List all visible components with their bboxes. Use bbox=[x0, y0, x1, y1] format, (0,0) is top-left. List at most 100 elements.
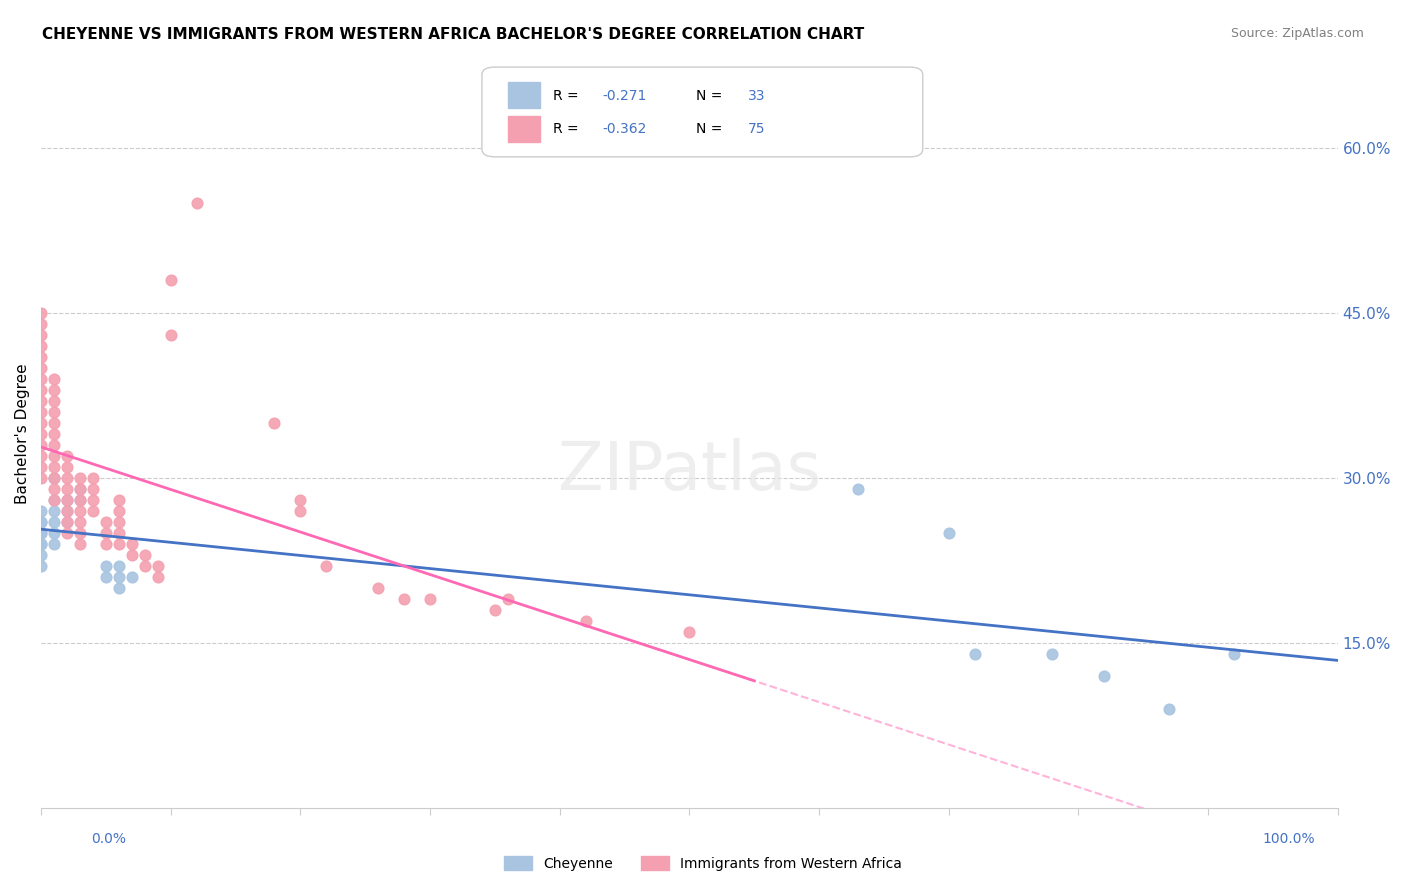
Point bbox=[496, 591, 519, 606]
Point bbox=[30, 515, 52, 529]
Point bbox=[30, 437, 52, 451]
Point bbox=[134, 548, 156, 562]
Point bbox=[290, 492, 312, 507]
Text: 0.0%: 0.0% bbox=[91, 832, 127, 846]
Point bbox=[42, 470, 65, 484]
Point bbox=[938, 525, 960, 540]
Point bbox=[94, 558, 117, 573]
Point bbox=[56, 492, 79, 507]
Point bbox=[392, 591, 415, 606]
Point bbox=[42, 416, 65, 430]
Point bbox=[108, 569, 131, 583]
Point bbox=[159, 272, 181, 286]
Point bbox=[30, 416, 52, 430]
Point bbox=[42, 492, 65, 507]
Point bbox=[30, 525, 52, 540]
Point bbox=[69, 515, 91, 529]
Point bbox=[121, 569, 143, 583]
Point bbox=[108, 515, 131, 529]
Point bbox=[121, 548, 143, 562]
Point bbox=[69, 492, 91, 507]
Point bbox=[56, 470, 79, 484]
Point bbox=[290, 503, 312, 517]
Point bbox=[42, 492, 65, 507]
FancyBboxPatch shape bbox=[508, 82, 540, 108]
Point bbox=[30, 383, 52, 397]
Point bbox=[42, 383, 65, 397]
Text: N =: N = bbox=[696, 122, 727, 136]
Point bbox=[94, 525, 117, 540]
Point bbox=[42, 482, 65, 496]
Text: 75: 75 bbox=[748, 122, 765, 136]
Point bbox=[108, 558, 131, 573]
Point bbox=[56, 503, 79, 517]
Point bbox=[108, 492, 131, 507]
Point bbox=[1092, 668, 1115, 682]
Point bbox=[30, 393, 52, 408]
Point bbox=[30, 327, 52, 342]
Point bbox=[69, 503, 91, 517]
Point bbox=[56, 492, 79, 507]
Point bbox=[42, 536, 65, 550]
FancyBboxPatch shape bbox=[508, 116, 540, 142]
Text: R =: R = bbox=[553, 122, 583, 136]
Point bbox=[108, 536, 131, 550]
Point bbox=[678, 624, 700, 639]
Point bbox=[186, 195, 208, 210]
Point bbox=[69, 482, 91, 496]
Point bbox=[42, 503, 65, 517]
Point bbox=[575, 614, 598, 628]
Point bbox=[56, 525, 79, 540]
Point bbox=[94, 515, 117, 529]
Point bbox=[82, 482, 104, 496]
Point bbox=[30, 426, 52, 441]
Point bbox=[82, 492, 104, 507]
Point bbox=[69, 525, 91, 540]
Text: Source: ZipAtlas.com: Source: ZipAtlas.com bbox=[1230, 27, 1364, 40]
Point bbox=[42, 393, 65, 408]
Point bbox=[1159, 701, 1181, 715]
Point bbox=[42, 525, 65, 540]
Point bbox=[30, 360, 52, 375]
Point bbox=[30, 371, 52, 385]
Point bbox=[30, 305, 52, 319]
Text: ZIPatlas: ZIPatlas bbox=[558, 438, 821, 504]
Text: CHEYENNE VS IMMIGRANTS FROM WESTERN AFRICA BACHELOR'S DEGREE CORRELATION CHART: CHEYENNE VS IMMIGRANTS FROM WESTERN AFRI… bbox=[42, 27, 865, 42]
Point bbox=[30, 548, 52, 562]
Point bbox=[30, 350, 52, 364]
Point bbox=[30, 558, 52, 573]
Point bbox=[484, 602, 506, 616]
Point bbox=[30, 470, 52, 484]
FancyBboxPatch shape bbox=[482, 67, 922, 157]
Point bbox=[42, 470, 65, 484]
Point bbox=[69, 470, 91, 484]
Point bbox=[134, 558, 156, 573]
Point bbox=[1042, 647, 1064, 661]
Point bbox=[42, 426, 65, 441]
Text: N =: N = bbox=[696, 88, 727, 103]
Point bbox=[56, 515, 79, 529]
Point bbox=[108, 503, 131, 517]
Point bbox=[69, 536, 91, 550]
Point bbox=[315, 558, 337, 573]
Point bbox=[30, 317, 52, 331]
Point bbox=[56, 449, 79, 463]
Point bbox=[30, 404, 52, 418]
Point bbox=[56, 503, 79, 517]
Text: 100.0%: 100.0% bbox=[1263, 832, 1315, 846]
Point bbox=[42, 371, 65, 385]
Point bbox=[30, 338, 52, 352]
Text: -0.362: -0.362 bbox=[603, 122, 647, 136]
Point bbox=[42, 404, 65, 418]
Point bbox=[56, 482, 79, 496]
Legend: Cheyenne, Immigrants from Western Africa: Cheyenne, Immigrants from Western Africa bbox=[499, 850, 907, 876]
Point bbox=[263, 416, 285, 430]
Point bbox=[56, 459, 79, 474]
Point bbox=[30, 515, 52, 529]
Point bbox=[30, 525, 52, 540]
Point bbox=[56, 515, 79, 529]
Point bbox=[108, 525, 131, 540]
Text: R =: R = bbox=[553, 88, 583, 103]
Point bbox=[1223, 647, 1246, 661]
Point bbox=[30, 536, 52, 550]
